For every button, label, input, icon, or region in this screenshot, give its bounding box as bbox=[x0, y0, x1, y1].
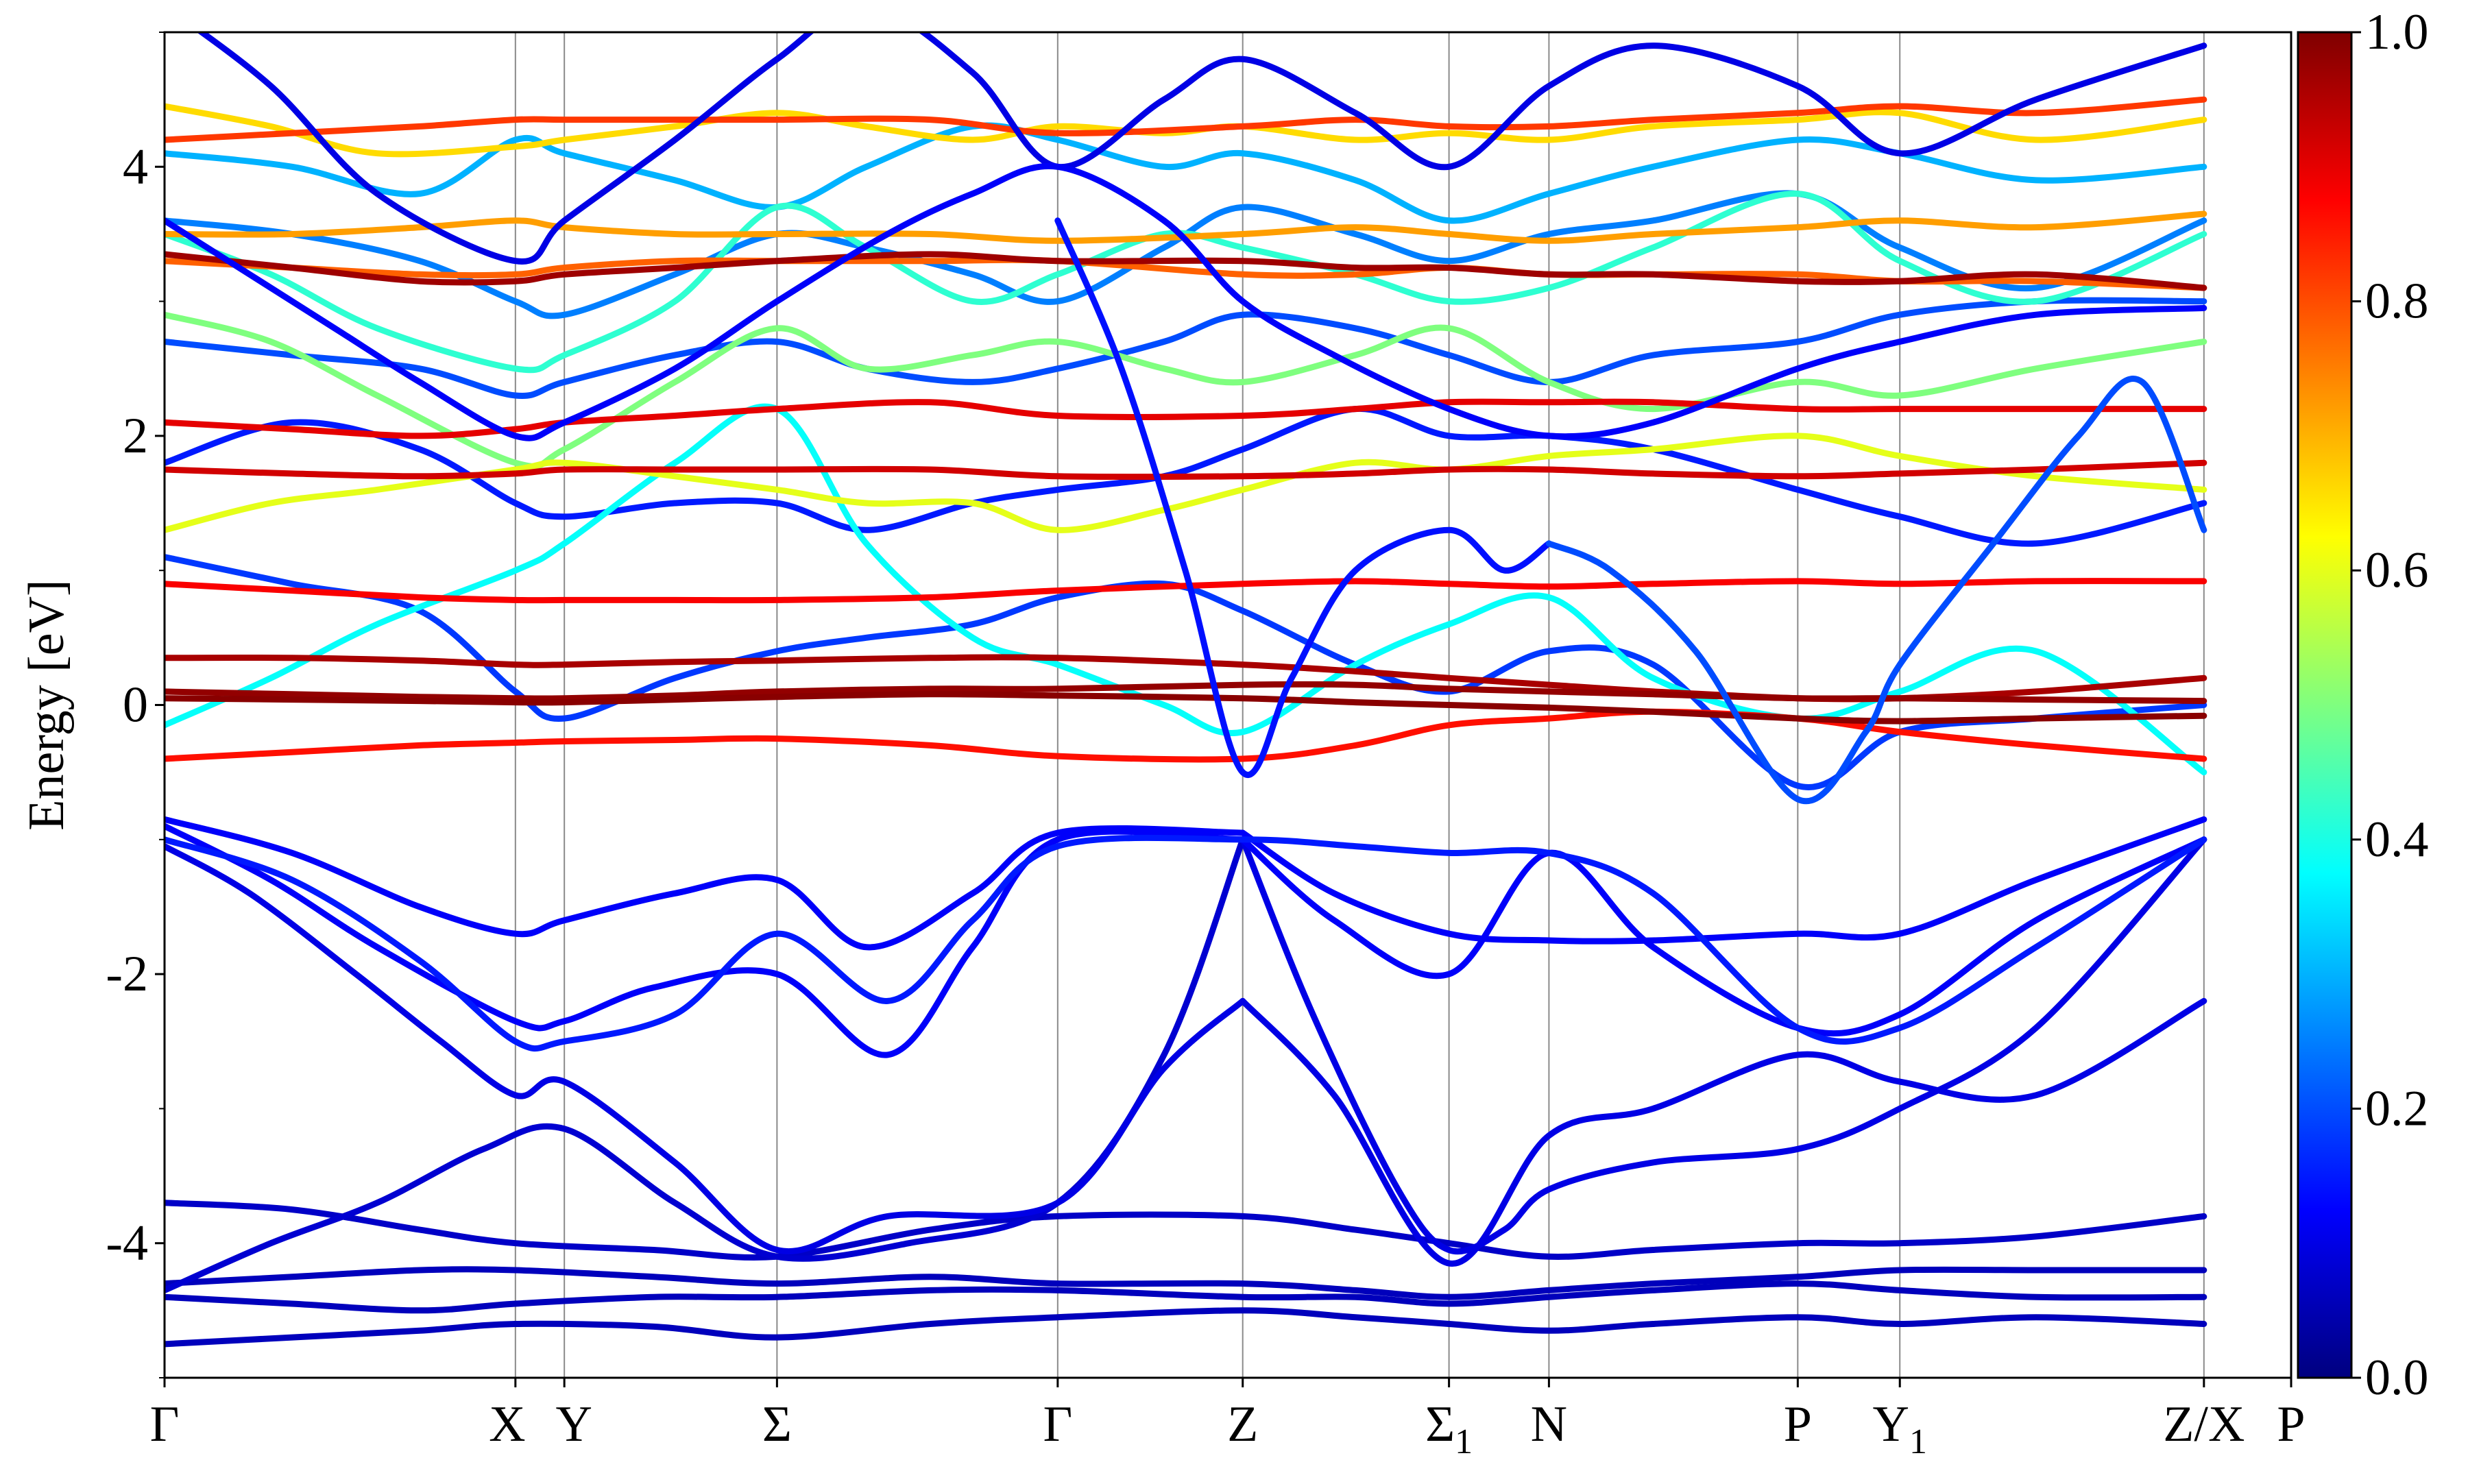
band-line bbox=[165, 816, 1246, 951]
x-tick-label: Σ bbox=[762, 1396, 792, 1452]
x-tick-label: X bbox=[489, 1396, 525, 1452]
x-axis-ticks: Γ X Y Σ Γ Z Σ1 N P Y1 Z/X P bbox=[150, 1378, 2306, 1461]
band-line bbox=[165, 823, 1246, 1058]
x-tick-label: Γ bbox=[150, 1396, 180, 1452]
band-line bbox=[1239, 836, 2207, 1255]
band-line bbox=[165, 1280, 2207, 1314]
band-line bbox=[165, 251, 2207, 291]
band-line bbox=[165, 433, 2207, 533]
x-tick-label: N bbox=[1531, 1396, 1567, 1452]
y-tick-label: 2 bbox=[123, 408, 148, 464]
band-line bbox=[165, 398, 2207, 439]
x-tick-label: Z bbox=[1227, 1396, 1258, 1452]
band-line bbox=[165, 122, 2207, 224]
band-line bbox=[1054, 217, 1552, 778]
colorbar-tick-label: 0.2 bbox=[2365, 1080, 2429, 1136]
band-line bbox=[165, 681, 2207, 705]
y-tick-label: 4 bbox=[123, 138, 148, 195]
band-line bbox=[1545, 376, 2207, 805]
colorbar-tick-label: 1.0 bbox=[2365, 4, 2429, 60]
band-line bbox=[165, 843, 1246, 1255]
x-tick-label: Z/X bbox=[2163, 1396, 2245, 1452]
y-tick-label: -2 bbox=[106, 946, 148, 1002]
band-line bbox=[165, 162, 2207, 441]
colorbar-tick-label: 0.6 bbox=[2365, 542, 2429, 598]
y-axis-label: Energy [eV] bbox=[19, 579, 75, 830]
band-line bbox=[165, 834, 2207, 1052]
colorbar-ticks: 0.0 0.2 0.4 0.6 0.8 1.0 bbox=[2351, 4, 2429, 1406]
colorbar-tick-label: 0.8 bbox=[2365, 273, 2429, 330]
colorbar bbox=[2297, 31, 2353, 1379]
band-line bbox=[165, 297, 2207, 400]
y-tick-label: -4 bbox=[106, 1215, 148, 1272]
band-line bbox=[165, 96, 2207, 143]
band-line bbox=[165, 1266, 2207, 1300]
colorbar-tick-label: 0.4 bbox=[2365, 812, 2429, 868]
colorbar-tick-label: 0.0 bbox=[2365, 1350, 2429, 1406]
x-tick-label: P bbox=[1784, 1396, 1812, 1452]
band-lines bbox=[165, 32, 2207, 1348]
band-line bbox=[1239, 836, 2207, 1037]
band-line bbox=[165, 459, 2207, 481]
band-line bbox=[1239, 816, 2207, 945]
band-line bbox=[165, 1200, 2207, 1261]
band-line bbox=[165, 256, 2207, 291]
band-line bbox=[165, 691, 2207, 725]
x-tick-label: Y1 bbox=[1873, 1396, 1927, 1461]
x-tick-label: Y bbox=[555, 1396, 592, 1452]
y-tick-label: 0 bbox=[123, 677, 148, 733]
band-line bbox=[165, 578, 2207, 604]
x-tick-label: P bbox=[2277, 1396, 2305, 1452]
y-axis-ticks: -4 -2 0 2 4 bbox=[106, 32, 165, 1378]
band-line bbox=[165, 311, 2207, 470]
band-line bbox=[1239, 997, 2207, 1267]
x-tick-label: Σ1 bbox=[1425, 1396, 1473, 1461]
band-line bbox=[165, 1307, 2207, 1348]
band-line bbox=[196, 32, 2207, 265]
x-tick-label: Γ bbox=[1043, 1396, 1072, 1452]
